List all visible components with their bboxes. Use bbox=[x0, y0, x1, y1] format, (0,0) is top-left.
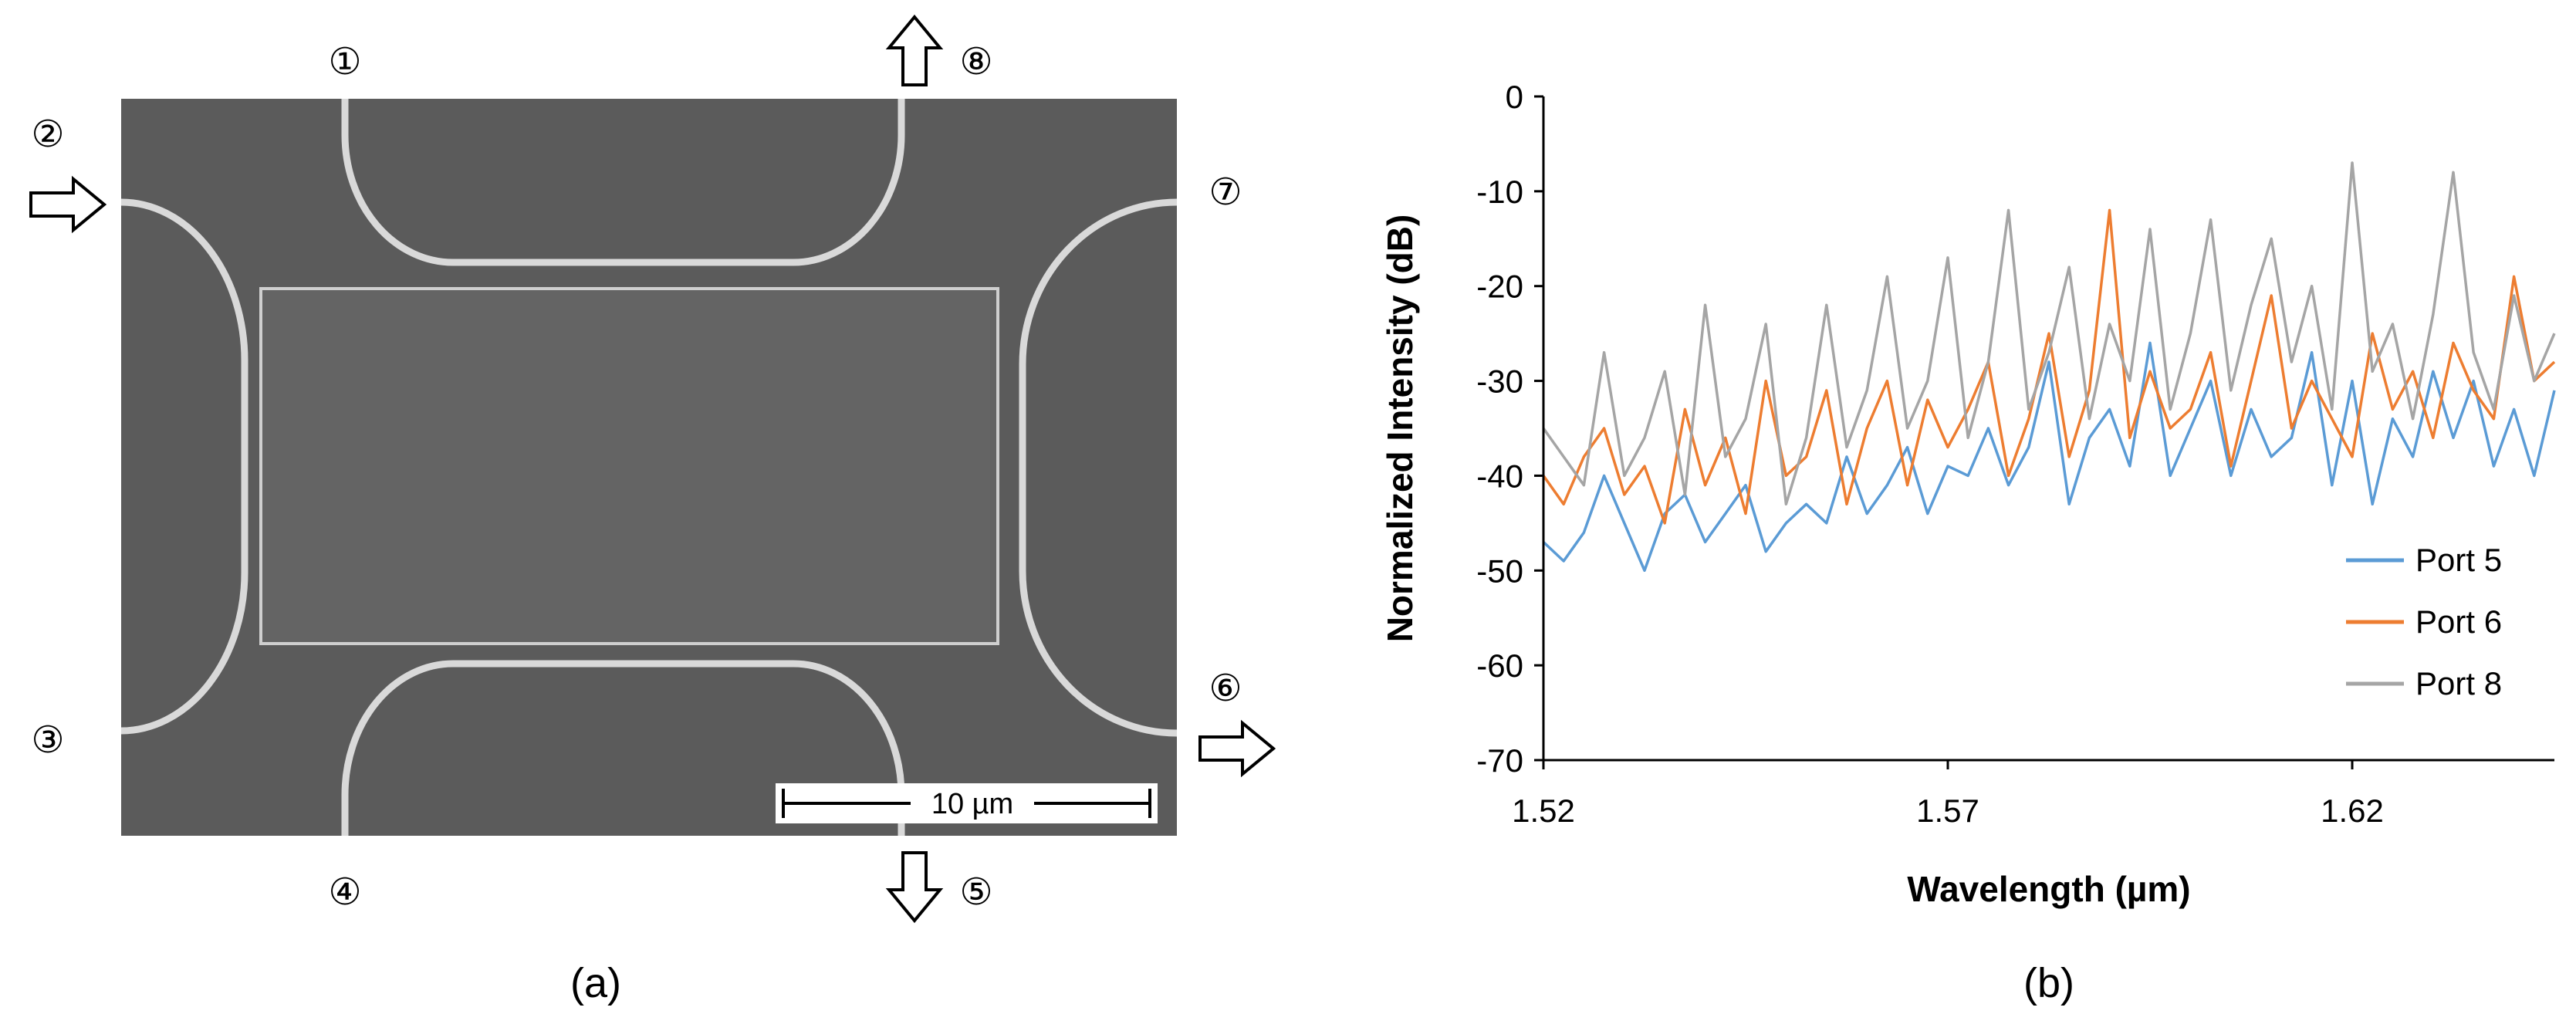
y-tick-label: -20 bbox=[1476, 269, 1523, 305]
y-tick-label: 0 bbox=[1506, 79, 1523, 115]
panel-a-caption: (a) bbox=[570, 960, 621, 1006]
waveguide-top bbox=[341, 99, 905, 266]
port-6-label: ⑥ bbox=[1209, 667, 1242, 710]
y-tick-label: -40 bbox=[1476, 458, 1523, 494]
ticks-layer: 0 -10 -20 -30 -40 -50 -60 -70 1.52 1.57 1.62 bbox=[1476, 79, 2384, 829]
port-1-label: ① bbox=[328, 40, 361, 83]
panel-b-chart: 0 -10 -20 -30 -40 -50 -60 -70 1.52 1.57 1.62 Norma… bbox=[1380, 79, 2556, 1006]
panel-b-caption: (b) bbox=[2023, 960, 2074, 1006]
x-axis-label: Wavelength (µm) bbox=[1907, 869, 2190, 909]
y-tick-label: -70 bbox=[1476, 742, 1523, 779]
waveguide-right bbox=[1019, 198, 1178, 737]
port-8-output-arrow-icon bbox=[885, 14, 944, 86]
panel-a: 10 µm ① ② ③ ④ ⑤ ⑥ ⑦ ⑧ (a) bbox=[29, 14, 1276, 1006]
scale-bar: 10 µm bbox=[776, 783, 1158, 823]
legend-label: Port 5 bbox=[2415, 542, 2502, 578]
port-4-label: ④ bbox=[328, 870, 361, 914]
port-8-label: ⑧ bbox=[959, 40, 992, 83]
port-2-label: ② bbox=[31, 113, 64, 156]
y-tick-label: -60 bbox=[1476, 647, 1523, 684]
port-7-label: ⑦ bbox=[1209, 171, 1242, 214]
x-tick-label: 1.57 bbox=[1916, 793, 1979, 829]
x-tick-label: 1.52 bbox=[1512, 793, 1575, 829]
series-layer bbox=[1542, 161, 2556, 573]
series-line-port-8 bbox=[1542, 161, 2556, 506]
y-tick-label: -10 bbox=[1476, 174, 1523, 210]
port-3-label: ③ bbox=[31, 718, 64, 762]
axes-layer bbox=[1542, 96, 2554, 762]
port-5-label: ⑤ bbox=[959, 870, 992, 914]
series-line-port-5 bbox=[1542, 341, 2556, 573]
legend-label: Port 8 bbox=[2415, 665, 2502, 701]
y-tick-label: -30 bbox=[1476, 363, 1523, 400]
x-tick-label: 1.62 bbox=[2321, 793, 2384, 829]
y-tick-label: -50 bbox=[1476, 553, 1523, 589]
port-6-output-arrow-icon bbox=[1198, 719, 1276, 778]
port-2-input-arrow-icon bbox=[29, 175, 107, 234]
y-axis-label: Normalized Intensity (dB) bbox=[1380, 215, 1420, 643]
legend-label: Port 6 bbox=[2415, 603, 2502, 640]
scale-bar-label: 10 µm bbox=[931, 788, 1013, 820]
legend: Port 5 Port 6 Port 8 bbox=[2346, 542, 2502, 701]
central-cavity bbox=[259, 287, 999, 645]
series-line-port-6 bbox=[1542, 208, 2556, 525]
waveguide-bottom bbox=[341, 660, 905, 836]
port-5-output-arrow-icon bbox=[885, 851, 944, 924]
waveguide-left bbox=[120, 198, 248, 735]
